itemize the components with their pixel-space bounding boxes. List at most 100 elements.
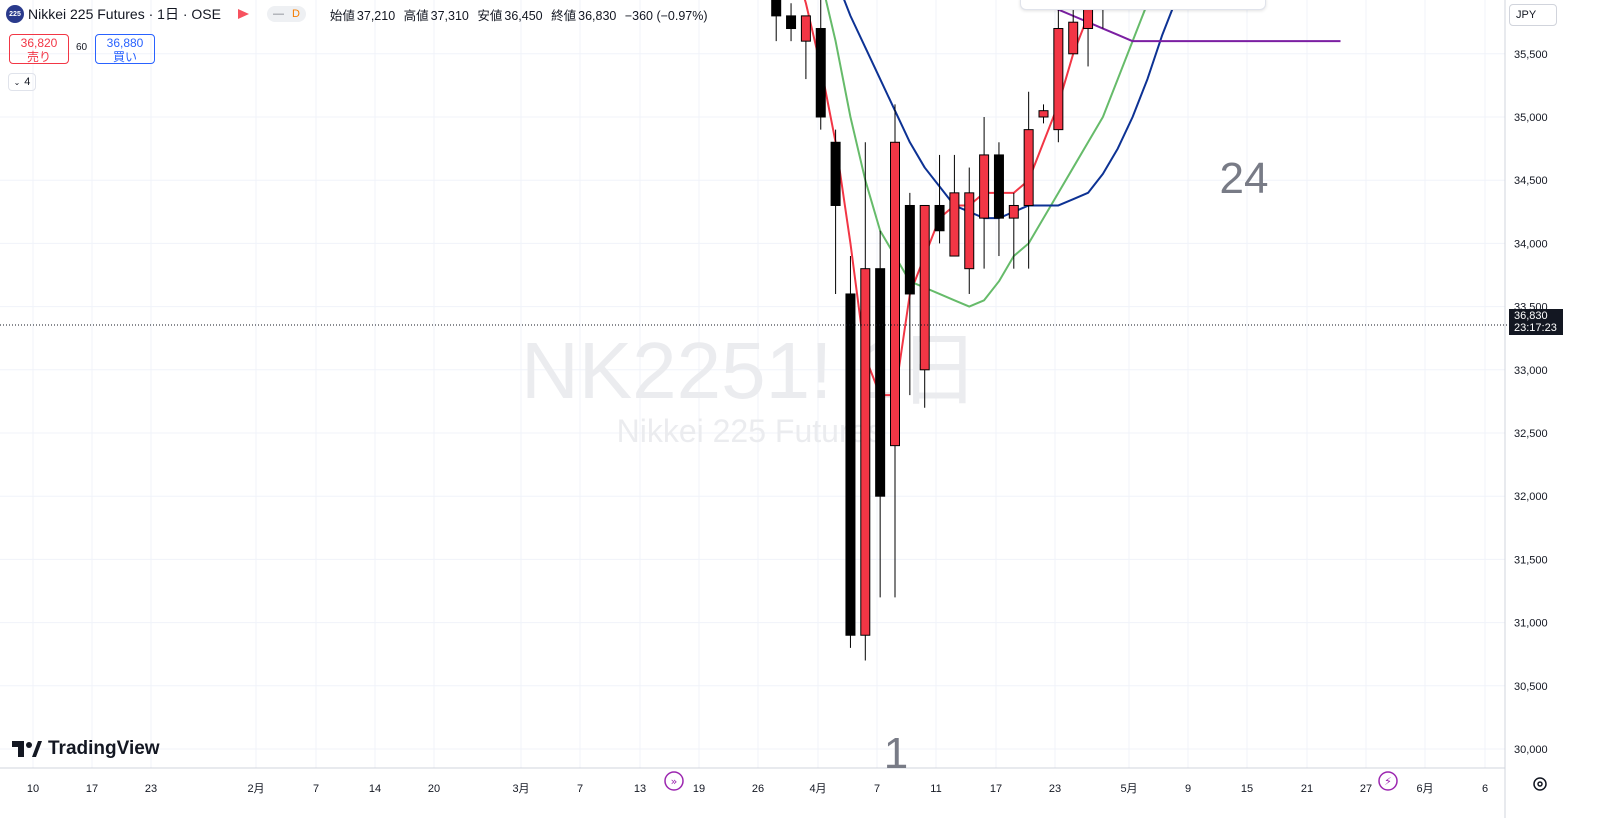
grid <box>0 0 1505 768</box>
candle-body <box>815 28 826 118</box>
x-tick-label: 17 <box>86 783 98 795</box>
price-change: −360 (−0.97%) <box>624 8 708 23</box>
svg-text:⚡: ⚡ <box>1384 775 1392 788</box>
currency-selector[interactable]: JPY <box>1509 4 1557 26</box>
candles <box>771 0 1108 661</box>
last-price-label: 36,830 23:17:23 <box>1509 309 1563 335</box>
ma-purple <box>1033 0 1341 43</box>
watermark-subtitle: Nikkei 225 Futures <box>617 413 884 449</box>
candle-body <box>949 192 960 257</box>
x-tick-label: 27 <box>1360 783 1372 795</box>
candle-body <box>993 154 1004 219</box>
event-marker-right[interactable]: ⚡ <box>1378 771 1398 791</box>
svg-text:»: » <box>671 775 678 788</box>
y-tick-label: 34,000 <box>1514 238 1548 250</box>
x-tick-label: 5月 <box>1120 783 1137 795</box>
candle-body <box>860 268 871 636</box>
candle-body <box>934 204 945 232</box>
x-tick-label: 3月 <box>512 783 529 795</box>
x-tick-label: 7 <box>577 783 583 795</box>
y-tick-label: 34,500 <box>1514 175 1548 187</box>
session-pill[interactable]: — D <box>266 6 306 22</box>
candle <box>979 117 990 269</box>
ohlc-values: 始値 37,210 高値 37,310 安値 36,450 終値 36,830 −360… <box>329 8 708 23</box>
settings-icon[interactable] <box>1530 774 1550 794</box>
x-tick-label: 4月 <box>809 783 826 795</box>
y-tick-label: 30,500 <box>1514 681 1548 693</box>
candle <box>845 256 856 648</box>
candle <box>771 0 782 42</box>
candle <box>1068 3 1079 55</box>
chevron-down-icon: ⌄ <box>13 77 21 87</box>
candle <box>860 142 871 661</box>
candle <box>1053 3 1064 143</box>
candle-body <box>1023 129 1034 206</box>
candle <box>919 204 930 408</box>
event-marker-left[interactable]: » <box>664 771 684 791</box>
tradingview-logo[interactable]: TradingView <box>12 738 160 760</box>
top-popup-panel <box>1020 0 1266 10</box>
candle-body <box>890 141 900 447</box>
y-tick-label: 32,000 <box>1514 491 1548 503</box>
candle <box>786 3 797 42</box>
x-tick-label: 19 <box>693 783 705 795</box>
x-tick-label: 6 <box>1482 783 1488 795</box>
candle <box>815 0 826 130</box>
candle <box>1008 192 1019 269</box>
candle-body <box>1038 110 1049 118</box>
x-tick-label: 7 <box>874 783 880 795</box>
ma-green <box>824 0 1150 308</box>
x-tick-label: 21 <box>1301 783 1313 795</box>
y-tick-label: 31,500 <box>1514 554 1548 566</box>
x-tick-label: 23 <box>145 783 157 795</box>
candle-body <box>919 204 930 371</box>
symbol-logo[interactable]: 225 <box>6 5 24 23</box>
candle <box>934 154 945 244</box>
buy-button[interactable]: 36,880 買い <box>95 34 155 64</box>
candle-body <box>786 15 797 30</box>
x-tick-label: 6月 <box>1416 783 1433 795</box>
candle-body <box>964 192 975 270</box>
candle <box>890 104 900 598</box>
candle-body <box>904 204 915 295</box>
x-tick-label: 20 <box>428 783 440 795</box>
sell-button[interactable]: 36,820 売り <box>9 34 69 64</box>
y-tick-label: 30,000 <box>1514 744 1548 756</box>
candle-body <box>979 154 990 219</box>
y-tick-label: 31,000 <box>1514 618 1548 630</box>
flag-icon[interactable] <box>235 7 253 21</box>
candle-body <box>771 0 782 17</box>
x-tick-label: 14 <box>369 783 381 795</box>
candle-body <box>1053 28 1064 131</box>
y-tick-label: 35,000 <box>1514 112 1548 124</box>
time-axis: 10 17 23 2月 7 14 20 3月 7 13 19 26 4月 7 11 17 23 5月 9 15 21 27… <box>0 767 1505 795</box>
x-tick-label: 11 <box>930 783 941 795</box>
candle <box>904 192 915 396</box>
x-tick-label: 2月 <box>247 783 264 795</box>
x-tick-label: 23 <box>1049 783 1061 795</box>
candle <box>964 167 975 294</box>
x-tick-label: 9 <box>1185 783 1191 795</box>
candle-body <box>1008 204 1019 219</box>
candle-body <box>830 141 841 206</box>
y-tick-label: 32,500 <box>1514 428 1548 440</box>
annotation-high: 24 <box>1220 154 1269 203</box>
candle <box>875 230 886 598</box>
candle <box>800 15 811 80</box>
annotation-low: 1 <box>884 729 908 778</box>
candle-body <box>845 293 856 636</box>
x-tick-label: 10 <box>27 783 39 795</box>
spread-value: 60 <box>76 42 88 53</box>
price-axis: 30,000 30,500 31,000 31,500 32,000 32,500 33,0… <box>1504 0 1548 818</box>
indicators-toggle-button[interactable]: ⌄ 4 <box>8 73 36 91</box>
candle <box>993 142 1004 257</box>
symbol-header: 225 Nikkei 225 Futures · 1日 · OSE — D 始値 3… <box>6 3 710 25</box>
x-tick-label: 13 <box>634 783 646 795</box>
x-tick-label: 26 <box>752 783 764 795</box>
candle <box>830 129 841 294</box>
y-tick-label: 33,000 <box>1514 365 1548 377</box>
symbol-title[interactable]: Nikkei 225 Futures · 1日 · OSE <box>28 6 221 22</box>
ma-blue <box>843 0 1178 220</box>
x-tick-label: 7 <box>313 783 319 795</box>
